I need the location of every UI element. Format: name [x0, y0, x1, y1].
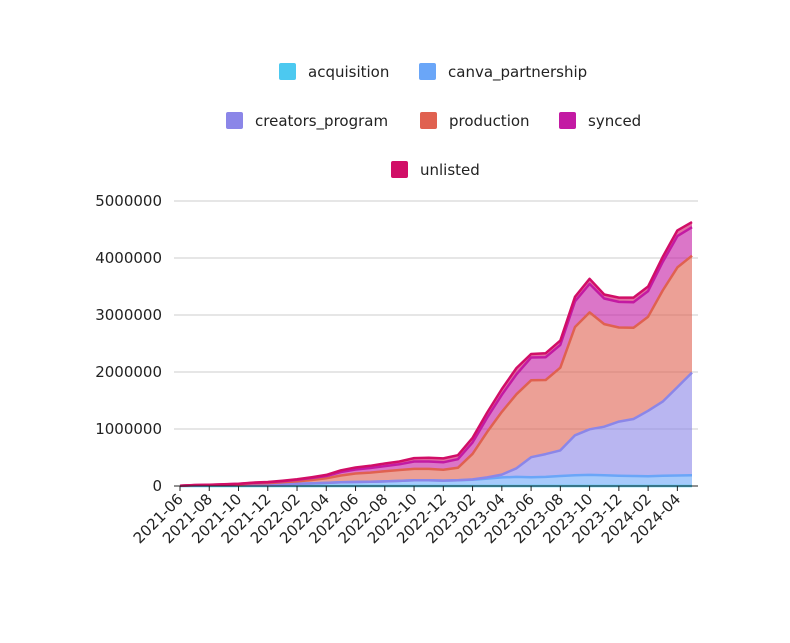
legend-label-unlisted: unlisted: [420, 161, 480, 179]
y-tick-label: 4000000: [95, 249, 162, 267]
y-tick-label: 3000000: [95, 306, 162, 324]
legend-swatch-canva-partnership: [419, 63, 436, 80]
legend-label-synced: synced: [588, 112, 641, 130]
legend: acquisition canva_partnership creators_p…: [226, 63, 641, 179]
line-unlisted: [179, 221, 693, 487]
y-tick-label: 1000000: [95, 420, 162, 438]
legend-label-acquisition: acquisition: [308, 63, 389, 81]
legend-label-production: production: [449, 112, 530, 130]
legend-item-synced[interactable]: synced: [559, 112, 641, 130]
y-tick-label: 0: [152, 477, 162, 495]
legend-swatch-unlisted: [391, 161, 408, 178]
legend-item-unlisted[interactable]: unlisted: [391, 161, 480, 179]
legend-item-creators-program[interactable]: creators_program: [226, 112, 388, 131]
legend-label-canva-partnership: canva_partnership: [448, 63, 587, 82]
legend-item-production[interactable]: production: [420, 112, 530, 130]
legend-label-creators-program: creators_program: [255, 112, 388, 131]
plot-areas: [179, 221, 693, 488]
y-tick-label: 2000000: [95, 363, 162, 381]
legend-swatch-acquisition: [279, 63, 296, 80]
y-tick-label: 5000000: [95, 192, 162, 210]
area-creators-program: [180, 372, 692, 486]
legend-swatch-production: [420, 112, 437, 129]
area-production: [180, 255, 692, 486]
legend-swatch-creators-program: [226, 112, 243, 129]
legend-item-acquisition[interactable]: acquisition: [279, 63, 389, 81]
legend-swatch-synced: [559, 112, 576, 129]
legend-item-canva-partnership[interactable]: canva_partnership: [419, 63, 587, 82]
